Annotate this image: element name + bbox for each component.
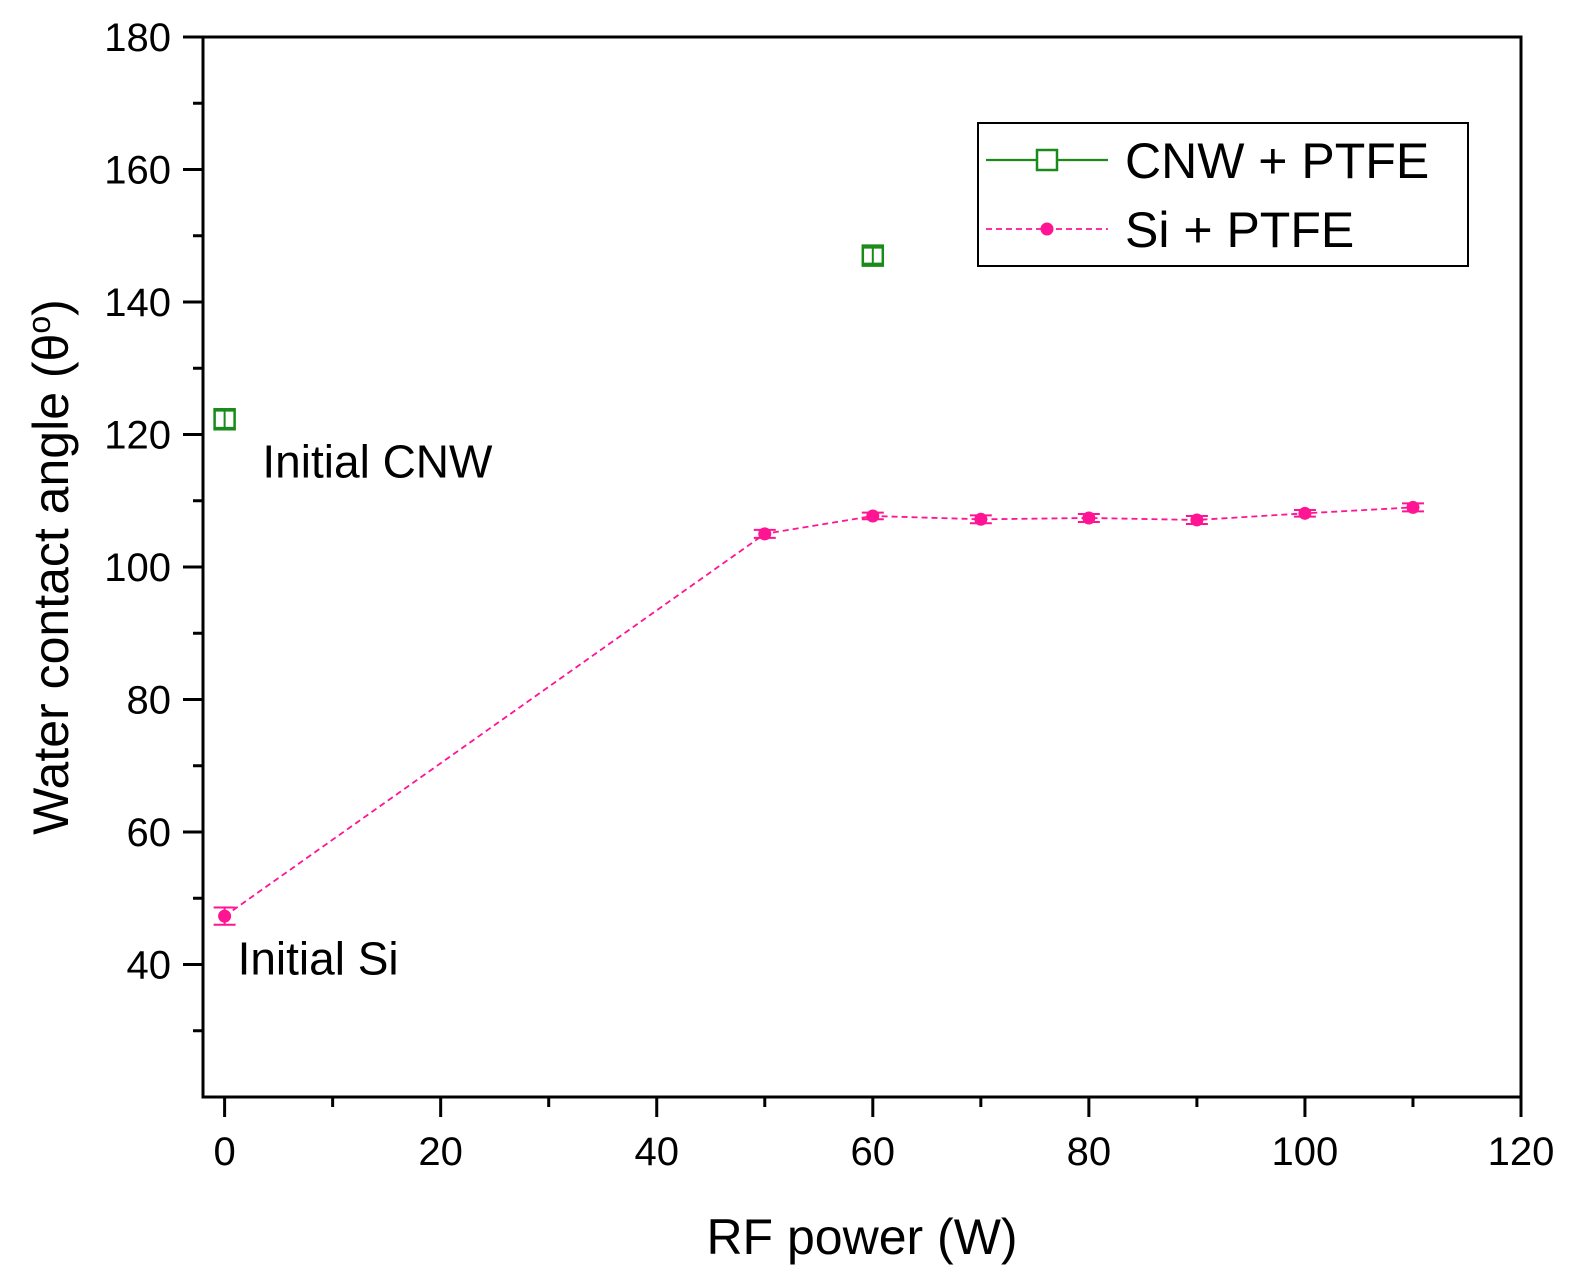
data-point — [974, 512, 988, 526]
y-tick-label: 120 — [104, 414, 171, 458]
x-tick-label: 20 — [418, 1130, 463, 1174]
annotation-initial-cnw: Initial CNW — [262, 436, 493, 488]
legend-symbol-cnw-ptfe — [986, 148, 1108, 172]
y-tick-label: 40 — [127, 944, 172, 988]
data-point — [1406, 500, 1420, 514]
legend-symbol-si-ptfe — [986, 222, 1108, 236]
data-point — [1298, 506, 1312, 520]
x-axis-title: RF power (W) — [706, 1209, 1017, 1265]
series-0 — [213, 244, 885, 431]
data-point — [213, 408, 236, 431]
legend-label-cnw-ptfe: CNW + PTFE — [1125, 133, 1429, 189]
data-point — [861, 244, 885, 267]
x-tick-label: 0 — [213, 1130, 235, 1174]
y-axis-title: Water contact angle (θo) — [21, 299, 79, 835]
legend-marker — [1040, 222, 1054, 236]
y-tick-label: 60 — [127, 811, 172, 855]
legend: CNW + PTFE Si + PTFE — [977, 122, 1469, 267]
legend-marker — [1035, 148, 1059, 172]
axis-ticks — [183, 35, 1523, 1117]
x-tick-label: 40 — [634, 1130, 679, 1174]
plot-frame — [201, 35, 1523, 1099]
y-tick-label: 140 — [104, 281, 171, 325]
y-tick-label: 100 — [104, 546, 171, 590]
x-tick-label: 120 — [1488, 1130, 1555, 1174]
y-tick-label: 180 — [104, 16, 171, 60]
data-point — [758, 527, 772, 541]
data-point — [866, 509, 880, 523]
data-point — [1190, 513, 1204, 527]
legend-box — [977, 122, 1469, 267]
series-line — [224, 506, 1414, 917]
x-tick-label: 80 — [1067, 1130, 1112, 1174]
legend-label-si-ptfe: Si + PTFE — [1125, 202, 1354, 258]
annotation-initial-si: Initial Si — [238, 932, 399, 984]
data-point — [1082, 511, 1096, 525]
y-tick-label: 160 — [104, 149, 171, 193]
data-point — [218, 909, 232, 923]
series-1 — [213, 500, 1424, 926]
x-tick-label: 60 — [851, 1130, 896, 1174]
y-tick-label: 80 — [127, 679, 172, 723]
x-tick-label: 100 — [1272, 1130, 1339, 1174]
axis-tick-labels: 0 20 40 60 80 100 120 40 60 80 100 120 140 160 180 — [104, 16, 1554, 1174]
series-layer — [213, 244, 1424, 926]
